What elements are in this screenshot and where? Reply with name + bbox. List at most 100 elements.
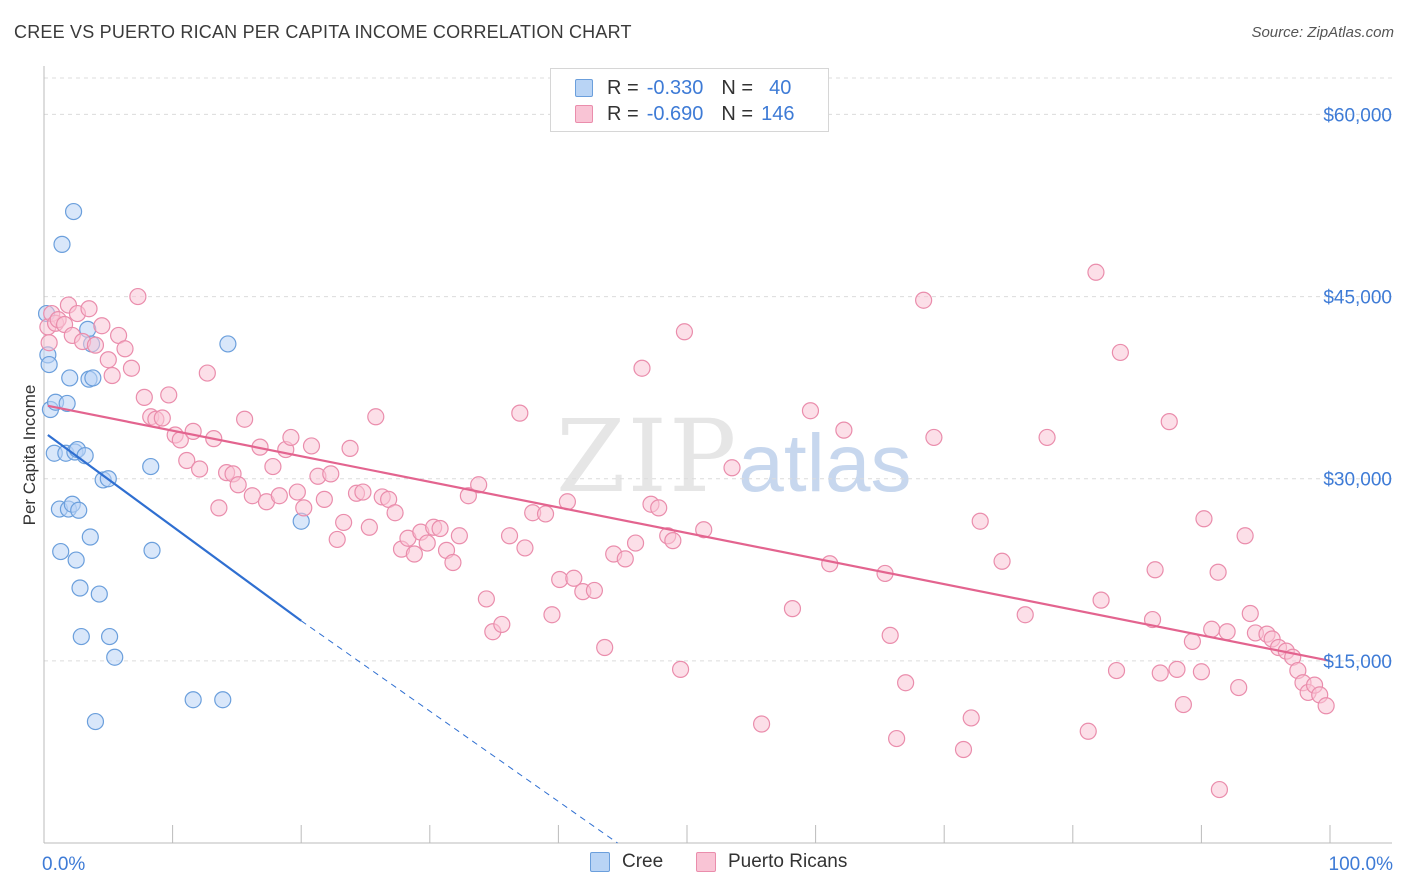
puerto-rican-point [229,476,247,494]
puerto-rican-point [1168,660,1186,678]
puerto-rican-swatch [575,105,593,123]
cree-point [219,335,237,353]
puerto-rican-point [1195,510,1213,528]
puerto-rican-point [210,499,228,517]
puerto-rican-point [93,317,111,335]
puerto-rican-point [40,334,58,352]
puerto-rican-point [178,451,196,470]
puerto-rican-point [671,660,690,678]
puerto-rican-point [295,499,313,517]
puerto-rican-point [675,323,694,341]
puerto-rican-point [477,590,495,608]
puerto-rican-point [135,388,153,406]
puerto-rican-point [160,386,178,404]
cree-point [106,648,124,666]
puerto-rican-point [288,483,306,501]
chart-title: CREE VS PUERTO RICAN PER CAPITA INCOME C… [14,22,632,42]
puerto-rican-points [39,263,1335,799]
cree-point [143,541,161,559]
puerto-rican-point [386,504,404,522]
puerto-rican-point [962,709,980,727]
puerto-rican-point [1241,604,1259,623]
puerto-rican-point [888,729,906,748]
puerto-rican-point [1038,428,1056,447]
puerto-rican-point [198,364,216,382]
cree-point [58,394,76,413]
puerto-rican-point [511,404,529,422]
puerto-rican-point [270,487,288,505]
cree-point [142,457,160,476]
puerto-rican-point [1209,563,1227,581]
legend-n-value: 146 [761,102,795,125]
trend-layer [47,404,1331,844]
legend-n-label: N = [721,76,754,99]
puerto-rican-point [596,638,614,657]
cree-point [86,712,105,731]
puerto-rican-point [723,459,741,477]
puerto-rican-point [302,437,321,455]
puerto-rican-point [543,606,561,624]
puerto-rican-point [360,518,378,536]
puerto-rican-point [1230,678,1248,697]
legend-r-value: -0.690 [646,102,704,125]
cree-point [214,691,232,709]
puerto-rican-point [516,539,534,557]
puerto-rican-point [99,351,117,369]
puerto-rican-point [664,532,682,550]
puerto-rican-point [122,359,141,377]
puerto-rican-point [993,552,1011,570]
puerto-rican-point [315,490,333,508]
axis-layer [43,66,1392,844]
cree-point [72,627,90,646]
puerto-rican-point [695,521,713,539]
cree-point [81,528,99,546]
puerto-rican-point [153,409,171,427]
puerto-rican-point [1087,263,1105,281]
puerto-rican-point [80,300,98,318]
cree-point [67,551,85,569]
puerto-rican-point [500,527,519,545]
puerto-rican-point [243,487,261,505]
puerto-rican-point [264,457,282,476]
y-tick-label: $60,000 [1323,105,1392,126]
puerto-rican-point [282,428,300,447]
puerto-rican-point [236,410,254,428]
puerto-rican-point [915,291,933,309]
puerto-rican-point [1183,632,1201,651]
legend-row-cree: R = -0.330 N = 40 [575,76,791,100]
puerto-rican-point [1317,697,1335,715]
puerto-rican-point [450,527,468,545]
legend-r-label: R = [607,102,639,125]
puerto-rican-point [493,615,511,634]
tick-label-layer: $15,000 $30,000 $45,000 $60,000 0.0% 100.0% [42,105,1393,875]
cree-point [40,355,58,374]
puerto-rican-point [881,626,899,644]
y-axis-title: Per Capita Income [20,384,39,526]
cree-point [184,691,202,709]
puerto-rican-point [1111,343,1129,362]
puerto-rican-point [1203,620,1221,638]
legend-row-puerto-rican: R = -0.690 N = 146 [575,102,794,126]
cree-point [71,579,89,597]
y-tick-label: $15,000 [1323,652,1392,673]
cree-point [52,542,70,561]
correlation-legend: R = -0.330 N = 40 R = -0.690 N = 146 [550,68,829,132]
puerto-rican-point [1143,610,1162,629]
puerto-rican-point [1192,663,1211,681]
puerto-rican-point [354,483,372,501]
puerto-rican-point [431,519,449,538]
cree-swatch [590,852,610,872]
puerto-rican-point [1236,527,1254,545]
cree-point [100,627,119,646]
puerto-rican-point [1210,780,1229,799]
puerto-rican-point [459,487,477,505]
puerto-rican-trend-line [47,404,1331,662]
y-tick-label: $30,000 [1323,470,1392,491]
puerto-rican-point [1174,695,1192,714]
puerto-rican-point [1160,413,1178,431]
puerto-rican-point [335,513,353,532]
puerto-rican-point [626,534,645,552]
puerto-rican-point [1016,606,1034,624]
source-note: Source: ZipAtlas.com [1251,24,1394,41]
puerto-rican-point [129,287,147,306]
